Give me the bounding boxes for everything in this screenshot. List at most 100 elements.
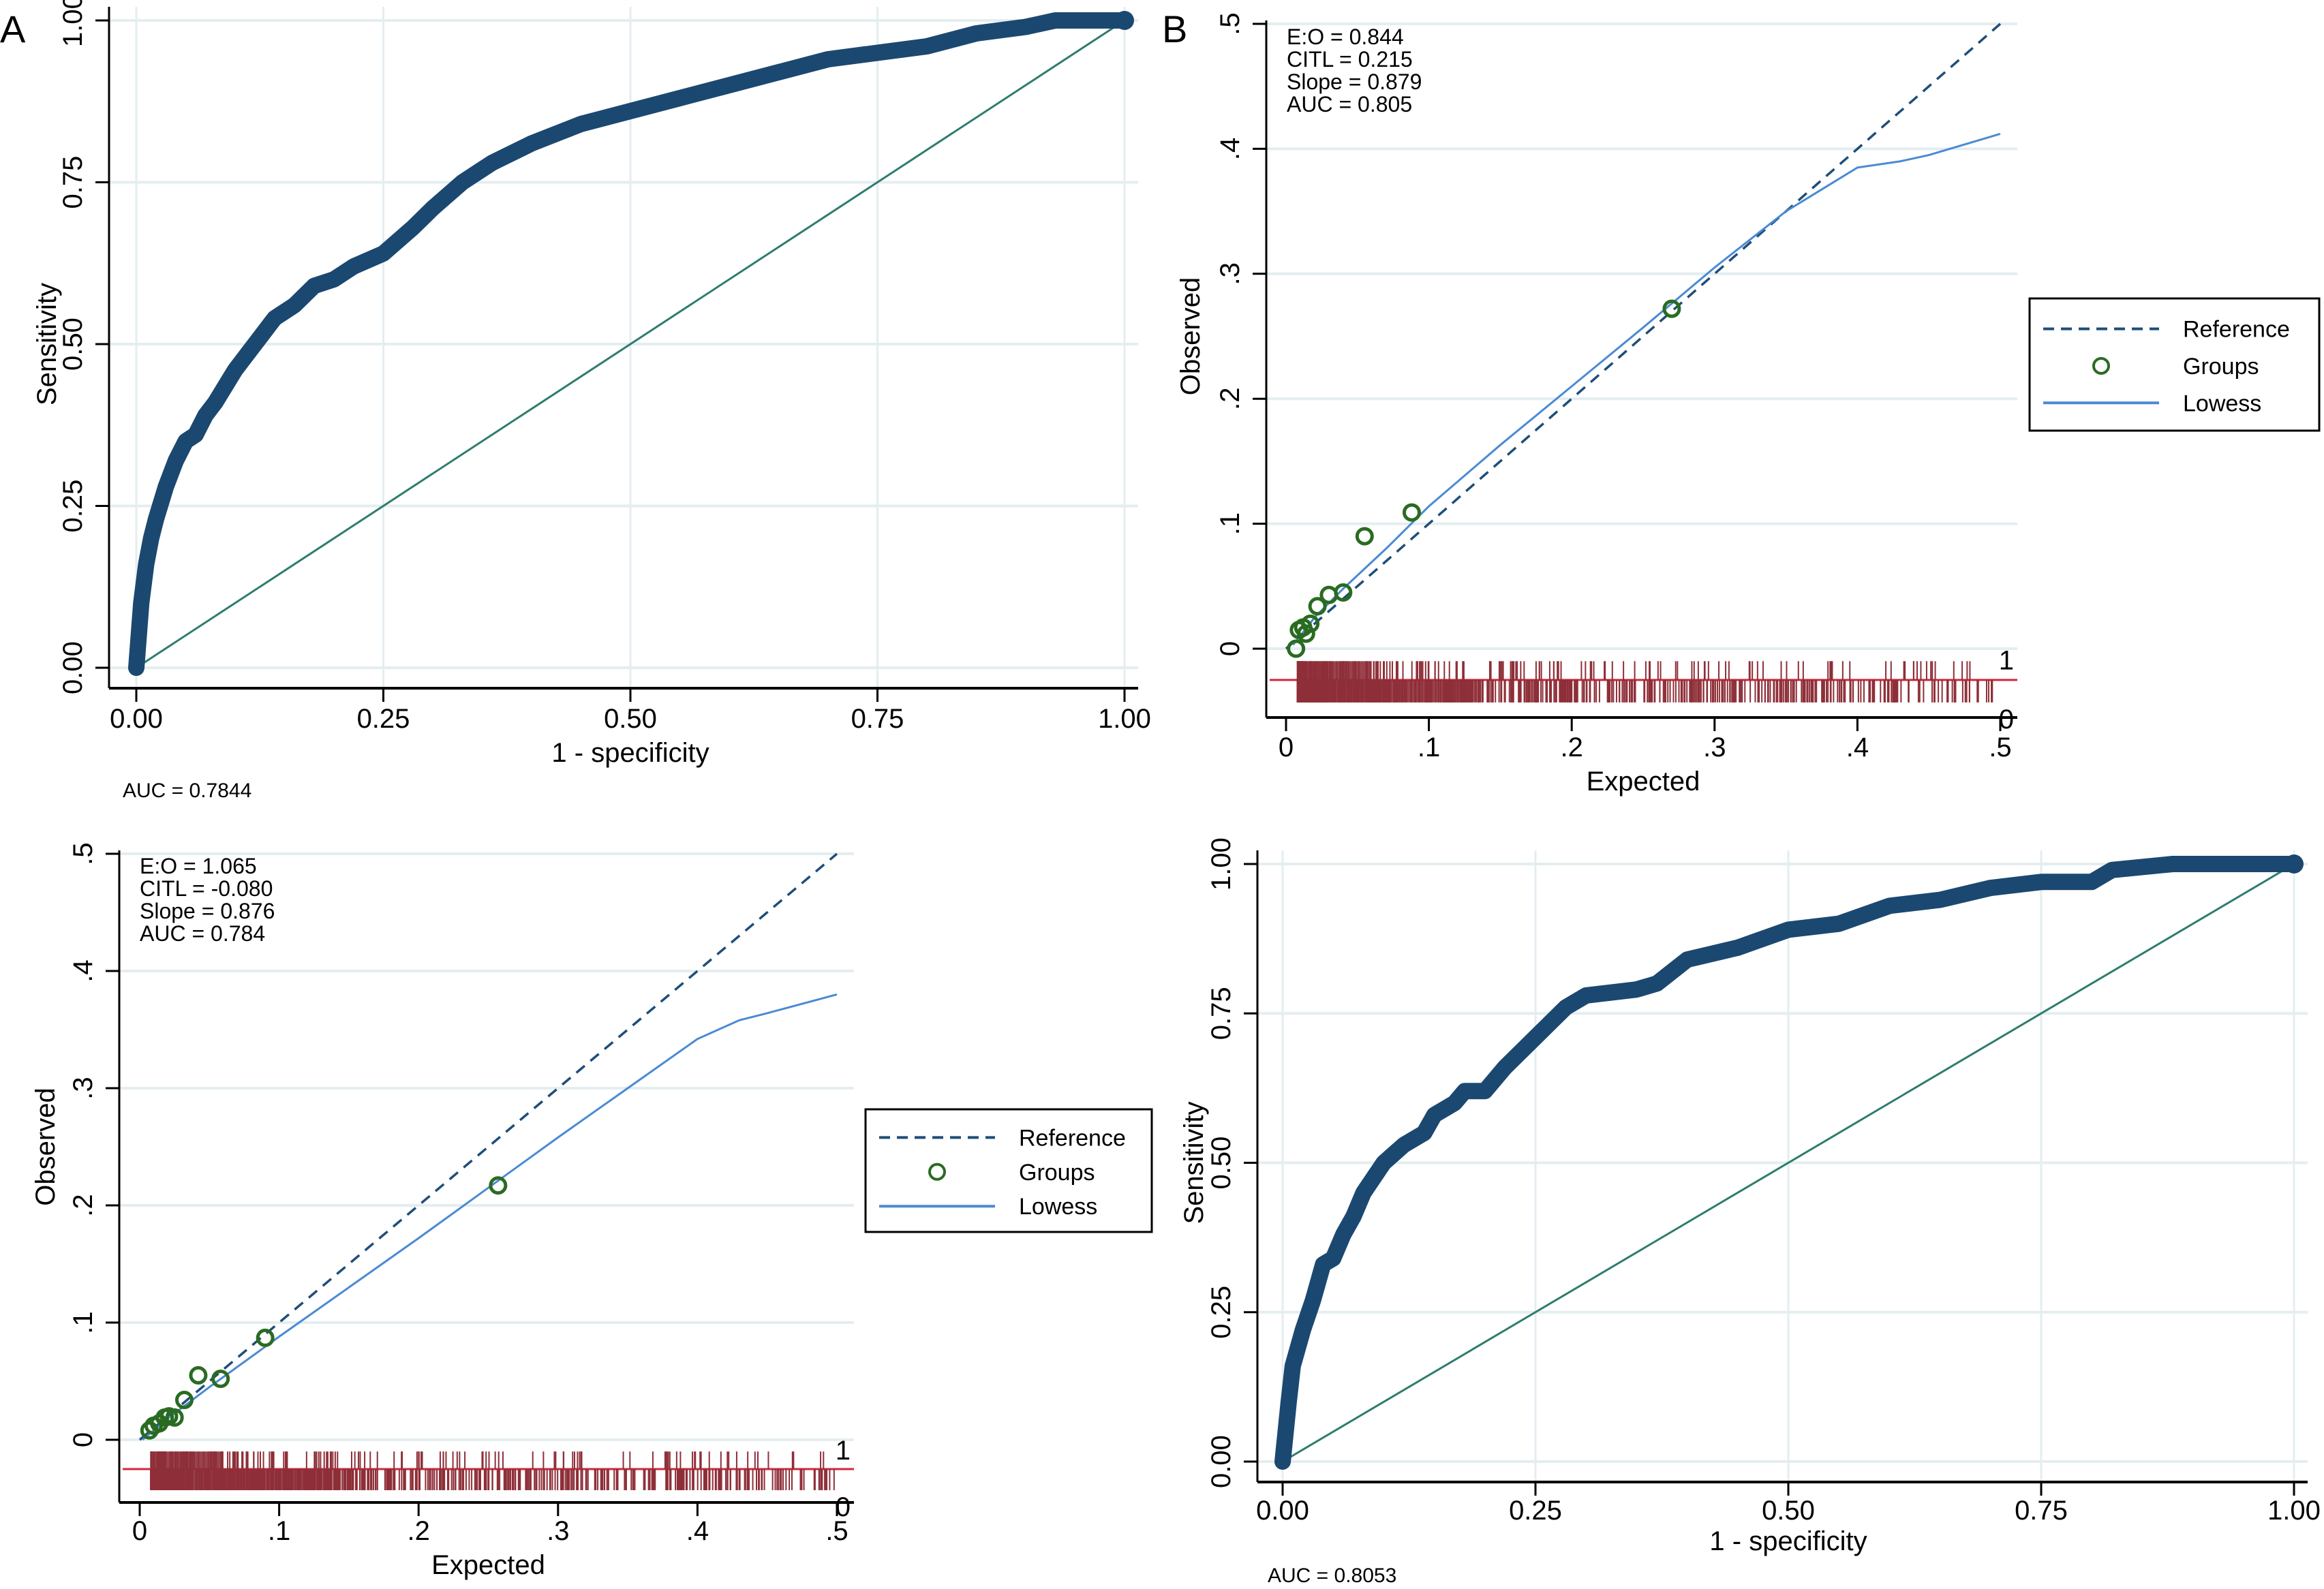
group-point — [256, 1328, 275, 1347]
y-tick-label: .5 — [68, 842, 98, 865]
roc-point — [1502, 1064, 1508, 1070]
group-point — [211, 1370, 230, 1389]
spike-label-1: 1 — [1999, 645, 2014, 675]
stat-line: E:O = 0.844 — [1287, 25, 1404, 49]
roc-point — [148, 536, 154, 541]
group-point — [1296, 624, 1315, 643]
roc-point — [459, 179, 465, 185]
group-point — [1308, 597, 1327, 616]
x-tick-label: 0.50 — [604, 704, 657, 734]
roc-point — [1533, 1034, 1538, 1040]
panel-label-b: B — [1162, 7, 1187, 50]
lowess-line — [142, 993, 838, 1441]
group-point — [1287, 639, 1306, 658]
roc-point — [1082, 18, 1088, 23]
y-tick-label: 0 — [1215, 641, 1245, 656]
roc-point — [825, 57, 831, 62]
y-tick-label: 1.00 — [58, 0, 88, 47]
roc-point — [1937, 897, 1943, 903]
x-axis-title: Expected — [1587, 767, 1700, 797]
roc-point — [1401, 1142, 1407, 1148]
legend: Reference Groups Lowess — [864, 1108, 1153, 1233]
y-tick-label: 0.50 — [58, 318, 88, 371]
roc-point — [272, 315, 277, 321]
reference-line — [138, 852, 838, 1441]
roc-point — [1285, 1399, 1291, 1405]
x-axis-title: Expected — [431, 1550, 545, 1580]
legend: Reference Groups Lowess — [2028, 297, 2321, 432]
reference-diagonal — [1282, 863, 2295, 1463]
roc-point — [193, 432, 198, 437]
roc-point — [1634, 987, 1640, 993]
roc-point — [292, 303, 297, 308]
roc-point — [380, 251, 386, 256]
y-axis-title: Sensitivity — [32, 283, 62, 405]
y-tick-label: .2 — [1215, 388, 1245, 410]
x-tick-label: .3 — [1703, 732, 1726, 762]
roc-point — [134, 665, 139, 670]
roc-point — [252, 341, 258, 347]
legend-label: Lowess — [2183, 390, 2261, 416]
group-point — [1662, 299, 1681, 318]
roc-point — [973, 31, 979, 36]
chart-calibration_top_right: 0.1.2.3.4.50.1.2.3.4.5ExpectedObserved10… — [1176, 12, 2321, 797]
roc-point — [1654, 981, 1660, 987]
roc-point — [1886, 903, 1893, 909]
roc-point — [1283, 1429, 1289, 1435]
legend-box — [2028, 297, 2321, 432]
roc-point — [1300, 1327, 1306, 1333]
roc-end-marker — [1115, 11, 1134, 30]
roc-point — [529, 140, 534, 146]
roc-point — [1360, 1190, 1366, 1196]
legend-label: Groups — [1019, 1160, 1095, 1186]
roc-point — [1381, 1160, 1387, 1166]
roc-point — [143, 561, 149, 567]
roc-end-marker — [2284, 854, 2304, 874]
roc-point — [1987, 885, 1993, 891]
stat-line: CITL = 0.215 — [1287, 47, 1413, 72]
group-point — [1319, 585, 1339, 604]
spike-label-0: 0 — [1999, 705, 2014, 735]
group-point — [165, 1408, 184, 1427]
roc-point — [628, 108, 633, 114]
spike-dense-nonevent — [151, 1469, 321, 1490]
roc-point — [1052, 18, 1058, 23]
x-tick-label: 0 — [1279, 732, 1294, 762]
legend-groups-swatch — [2092, 356, 2110, 375]
roc-point — [1350, 1214, 1356, 1220]
roc-point — [924, 44, 930, 49]
x-tick-label: .5 — [1989, 732, 2011, 762]
roc-point — [1684, 957, 1690, 963]
group-point — [174, 1391, 194, 1410]
roc-point — [1431, 1112, 1437, 1118]
roc-point — [677, 95, 683, 101]
roc-point — [410, 225, 416, 230]
roc-point — [153, 516, 159, 522]
reference-line — [1285, 22, 2002, 650]
roc-point — [1320, 1261, 1326, 1267]
y-tick-label: 0.75 — [58, 156, 88, 209]
y-tick-label: 0.75 — [1206, 987, 1236, 1040]
roc-point — [1734, 944, 1741, 951]
stat-line: Slope = 0.876 — [140, 899, 275, 923]
stat-line: Slope = 0.879 — [1287, 70, 1422, 94]
y-tick-label: .2 — [68, 1194, 98, 1216]
stat-line: AUC = 0.805 — [1287, 92, 1412, 117]
roc-point — [874, 50, 881, 56]
y-tick-label: 0.00 — [1206, 1435, 1236, 1488]
y-axis-title: Sensitivity — [1179, 1101, 1209, 1224]
stat-line: AUC = 0.784 — [140, 921, 265, 946]
roc-point — [489, 160, 495, 166]
roc-point — [1452, 1100, 1458, 1106]
x-tick-label: 0.00 — [110, 704, 163, 734]
roc-point — [213, 399, 218, 405]
x-axis-title: 1 - specificity — [1709, 1526, 1867, 1556]
x-tick-label: .1 — [1418, 732, 1440, 762]
y-tick-label: .1 — [1215, 512, 1245, 535]
roc-point — [202, 412, 209, 418]
x-tick-label: .2 — [408, 1516, 430, 1546]
roc-point — [1421, 1130, 1427, 1136]
y-tick-label: 1.00 — [1206, 837, 1236, 891]
roc-point — [1482, 1088, 1488, 1094]
legend-box — [864, 1108, 1153, 1233]
